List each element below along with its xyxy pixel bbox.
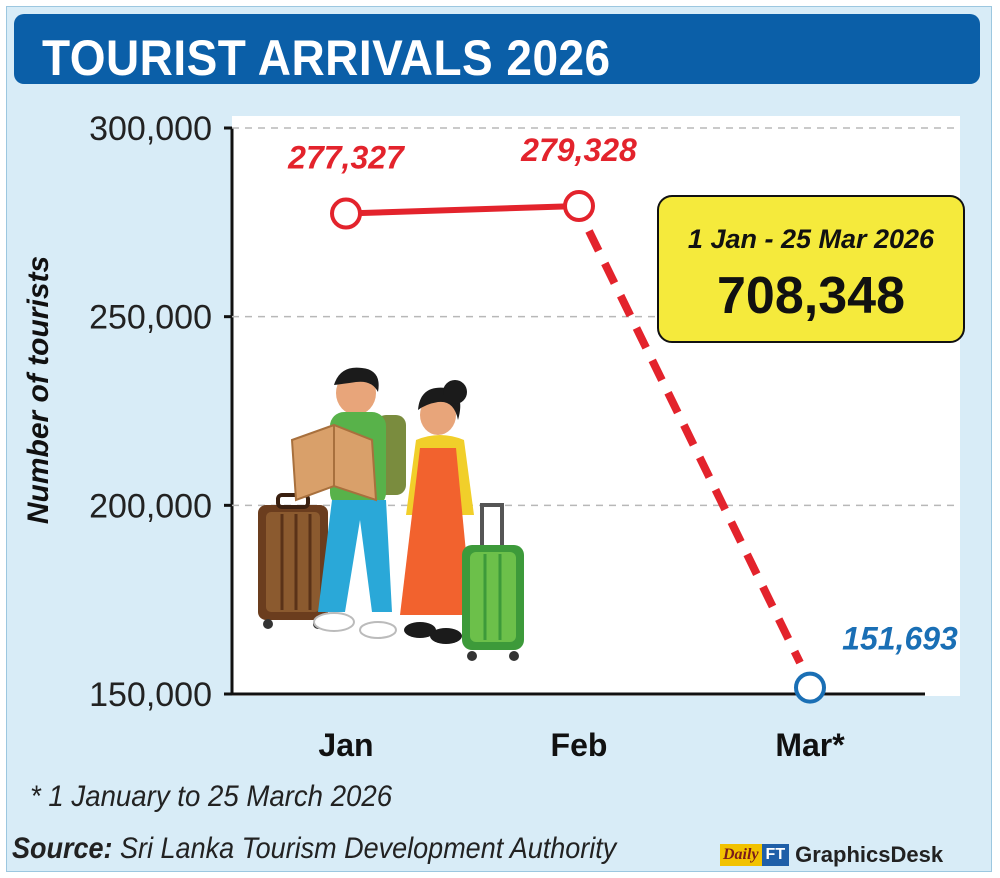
y-tick-label: 200,000 xyxy=(89,487,212,525)
y-tick-label: 300,000 xyxy=(89,110,212,148)
x-tick-label: Mar* xyxy=(775,727,845,763)
x-tick-label: Jan xyxy=(318,727,373,763)
data-label: 277,327 xyxy=(287,140,406,176)
travellers-with-luggage-illustration xyxy=(258,367,524,661)
data-point xyxy=(794,671,826,704)
series-line-solid xyxy=(345,203,580,217)
chart-title: TOURIST ARRIVALS 2026 xyxy=(42,30,611,86)
source-line: Source: Sri Lanka Tourism Development Au… xyxy=(12,832,616,866)
total-callout: 1 Jan - 25 Mar 2026 708,348 xyxy=(657,195,965,343)
logo-graphicsdesk: GraphicsDesk xyxy=(795,842,944,867)
data-point xyxy=(330,197,362,230)
callout-period: 1 Jan - 25 Mar 2026 xyxy=(688,224,935,254)
source-text: Sri Lanka Tourism Development Authority xyxy=(112,832,617,865)
series-line-dashed xyxy=(585,229,804,665)
logo-ft: FT xyxy=(761,844,790,866)
data-point xyxy=(563,190,595,223)
data-label: 151,693 xyxy=(842,621,958,657)
x-tick-label: Feb xyxy=(551,727,608,763)
source-label: Source: xyxy=(12,832,113,865)
callout-total: 708,348 xyxy=(717,267,905,325)
title-bar: TOURIST ARRIVALS 2026 xyxy=(14,14,980,86)
data-label: 279,328 xyxy=(520,132,637,168)
y-tick-label: 250,000 xyxy=(89,299,212,337)
y-tick-label: 150,000 xyxy=(89,676,212,714)
publisher-logo: Daily FT GraphicsDesk xyxy=(720,840,943,870)
footnote: * 1 January to 25 March 2026 xyxy=(30,780,393,813)
y-axis-label: Number of tourists xyxy=(22,256,55,524)
logo-daily: Daily xyxy=(720,844,762,866)
